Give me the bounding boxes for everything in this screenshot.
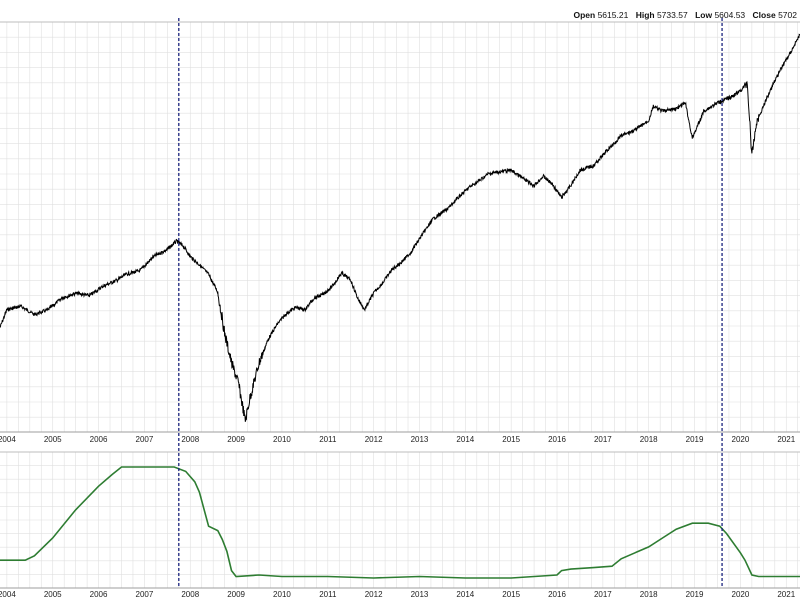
x-tick-label: 2020 xyxy=(732,435,750,444)
x-tick-label: 2007 xyxy=(136,435,154,444)
x-tick-label: 2018 xyxy=(640,435,658,444)
x-tick-label-lower: 2008 xyxy=(181,590,199,599)
close-label: Close xyxy=(752,10,776,20)
high-label: High xyxy=(635,10,655,20)
x-tick-label: 2017 xyxy=(594,435,612,444)
close-value: 5702 xyxy=(778,10,797,20)
low-label: Low xyxy=(695,10,713,20)
x-tick-label-lower: 2012 xyxy=(365,590,383,599)
x-tick-label-lower: 2007 xyxy=(136,590,154,599)
x-tick-label-lower: 2004 xyxy=(0,590,16,599)
x-tick-label: 2012 xyxy=(365,435,383,444)
x-tick-label-lower: 2009 xyxy=(227,590,245,599)
high-value: 5733.57 xyxy=(656,10,688,20)
x-tick-label-lower: 2021 xyxy=(777,590,795,599)
price-line xyxy=(0,33,800,422)
x-tick-label-lower: 2016 xyxy=(548,590,566,599)
x-tick-label-lower: 2020 xyxy=(732,590,750,599)
x-tick-label-lower: 2013 xyxy=(411,590,429,599)
x-tick-label-lower: 2010 xyxy=(273,590,291,599)
x-tick-label-lower: 2019 xyxy=(686,590,704,599)
x-tick-label: 2015 xyxy=(502,435,520,444)
x-tick-label-lower: 2005 xyxy=(44,590,62,599)
x-tick-label: 2008 xyxy=(181,435,199,444)
low-value: 5604.53 xyxy=(714,10,746,20)
x-tick-label: 2021 xyxy=(777,435,795,444)
open-value: 5615.21 xyxy=(597,10,629,20)
x-tick-label: 2011 xyxy=(319,435,337,444)
ohlc-readout: Open 5615.21 High 5733.57 Low 5604.53 Cl… xyxy=(573,10,800,20)
x-tick-label-lower: 2017 xyxy=(594,590,612,599)
indicator-line xyxy=(0,466,800,579)
x-tick-label: 2014 xyxy=(456,435,474,444)
x-tick-label: 2006 xyxy=(90,435,108,444)
x-tick-label-lower: 2014 xyxy=(456,590,474,599)
x-tick-label-lower: 2015 xyxy=(502,590,520,599)
x-tick-label: 2016 xyxy=(548,435,566,444)
x-tick-label: 2005 xyxy=(44,435,62,444)
x-tick-label: 2013 xyxy=(411,435,429,444)
open-label: Open xyxy=(573,10,596,20)
x-tick-label: 2019 xyxy=(686,435,704,444)
x-tick-label: 2009 xyxy=(227,435,245,444)
x-tick-label-lower: 2011 xyxy=(319,590,337,599)
x-tick-label-lower: 2018 xyxy=(640,590,658,599)
x-tick-label-lower: 2006 xyxy=(90,590,108,599)
x-tick-label: 2004 xyxy=(0,435,16,444)
x-tick-label: 2010 xyxy=(273,435,291,444)
